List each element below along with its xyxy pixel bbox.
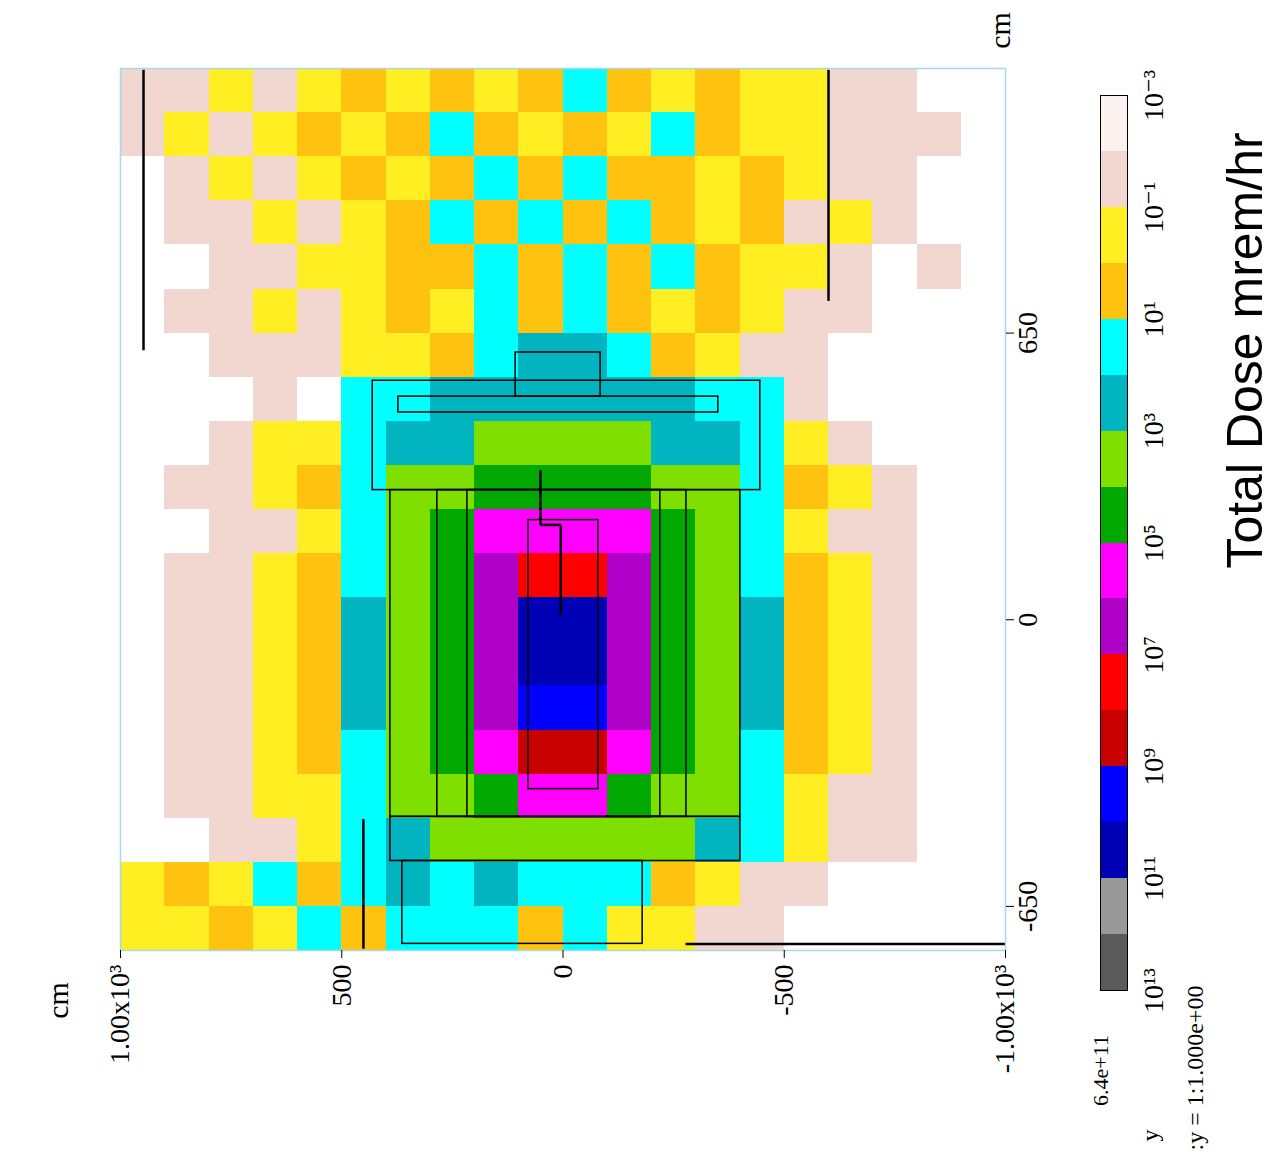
- svg-text:0: 0: [1012, 613, 1043, 627]
- svg-text:650: 650: [1012, 312, 1043, 354]
- svg-text:10⁻³: 10⁻³: [1138, 70, 1169, 121]
- svg-text:-650: -650: [1012, 881, 1043, 932]
- svg-text:1.00x10³: 1.00x10³: [104, 965, 135, 1064]
- svg-text:10⁹: 10⁹: [1138, 748, 1169, 786]
- svg-text:y: y: [1137, 1130, 1163, 1142]
- svg-text:500: 500: [326, 965, 357, 1007]
- svg-text:10⁵: 10⁵: [1138, 524, 1169, 562]
- svg-text:10¹³: 10¹³: [1138, 968, 1169, 1013]
- svg-text:10¹: 10¹: [1138, 301, 1169, 337]
- svg-text:-1.00x10³: -1.00x10³: [989, 965, 1020, 1074]
- svg-text:6.4e+11: 6.4e+11: [1088, 1035, 1113, 1106]
- svg-text:0: 0: [547, 965, 578, 979]
- svg-text:10⁷: 10⁷: [1138, 636, 1169, 674]
- svg-text:Total Dose mrem/hr: Total Dose mrem/hr: [1217, 132, 1273, 568]
- svg-text:cm: cm: [983, 12, 1016, 49]
- svg-text::y = 1:1.000e+00: :y = 1:1.000e+00: [1182, 985, 1208, 1150]
- svg-text:cm: cm: [41, 982, 74, 1019]
- svg-text:10⁻¹: 10⁻¹: [1138, 182, 1169, 233]
- svg-text:10³: 10³: [1138, 413, 1169, 449]
- svg-text:10¹¹: 10¹¹: [1138, 856, 1169, 901]
- svg-text:-500: -500: [768, 965, 799, 1016]
